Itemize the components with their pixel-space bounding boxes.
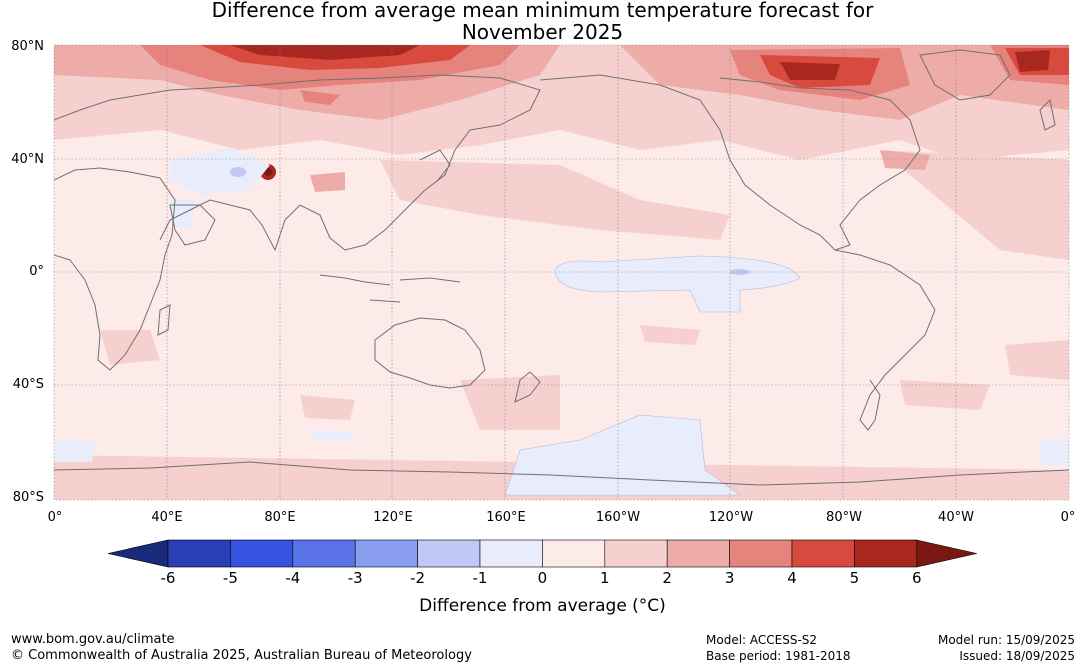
- lat-label-80s: 80°S: [12, 490, 44, 505]
- colorbar-box: [479, 539, 543, 568]
- colorbar-tick-label: 0: [537, 569, 548, 587]
- chart-title-line1: Difference from average mean minimum tem…: [211, 0, 874, 22]
- footer-issued: Issued: 18/09/2025: [959, 649, 1075, 663]
- footer-base-period: Base period: 1981-2018: [706, 649, 851, 663]
- lon-label-40w: 40°W: [938, 510, 974, 525]
- colorbar-tick-label: 1: [600, 569, 610, 587]
- lat-label-40s: 40°S: [12, 377, 44, 392]
- lon-label-0-left: 0°: [47, 510, 63, 525]
- colorbar-box: [854, 539, 918, 568]
- colorbar-tick-label: -1: [472, 569, 488, 587]
- colorbar-tick-label: 5: [849, 569, 860, 587]
- lon-label-160e: 160°E: [486, 510, 526, 525]
- lat-label-40n: 40°N: [11, 152, 44, 167]
- lon-label-80e: 80°E: [264, 510, 296, 525]
- colorbar-box: [666, 539, 730, 568]
- coastlines: [54, 49, 1069, 486]
- lat-label-0: 0°: [29, 264, 44, 279]
- lon-label-120e: 120°E: [373, 510, 413, 525]
- colorbar-box: [729, 539, 793, 568]
- footer-url: www.bom.gov.au/climate: [11, 632, 175, 647]
- colorbar-tick-label: 6: [912, 569, 922, 587]
- colorbar-tick-label: 2: [662, 569, 672, 587]
- graticule: [54, 45, 1069, 500]
- colorbar-label: Difference from average (°C): [419, 596, 666, 616]
- colorbar-tick-label: -3: [347, 569, 363, 587]
- colorbar-extend-low: [107, 539, 169, 568]
- colorbar-tick-label: -4: [285, 569, 301, 587]
- lon-label-120w: 120°W: [708, 510, 754, 525]
- footer-model: Model: ACCESS-S2: [706, 633, 818, 647]
- colorbar-extend-high: [916, 539, 977, 568]
- colorbar-box: [230, 539, 294, 568]
- colorbar-box: [542, 539, 606, 568]
- colorbar-box: [167, 539, 231, 568]
- lon-label-40e: 40°E: [151, 510, 183, 525]
- footer-model-run: Model run: 15/09/2025: [937, 633, 1075, 647]
- colorbar-box: [354, 539, 418, 568]
- lon-label-160w: 160°W: [595, 510, 641, 525]
- lon-label-80w: 80°W: [826, 510, 862, 525]
- colorbar-box: [791, 539, 855, 568]
- colorbar-tick-label: 3: [724, 569, 735, 587]
- colorbar-box: [292, 539, 356, 568]
- colorbar-tick-label: 4: [787, 569, 797, 587]
- lon-label-0-right: 0°: [1060, 510, 1076, 525]
- colorbar-box: [604, 539, 668, 568]
- colorbar-box: [417, 539, 481, 568]
- colorbar-tick-label: -5: [222, 569, 238, 587]
- chart-title-line2: November 2025: [461, 20, 624, 44]
- colorbar-tick-label: -2: [410, 569, 426, 587]
- lat-label-80n: 80°N: [11, 39, 44, 54]
- colorbar-tick-label: -6: [160, 569, 176, 587]
- footer-copyright: © Commonwealth of Australia 2025, Austra…: [11, 648, 472, 663]
